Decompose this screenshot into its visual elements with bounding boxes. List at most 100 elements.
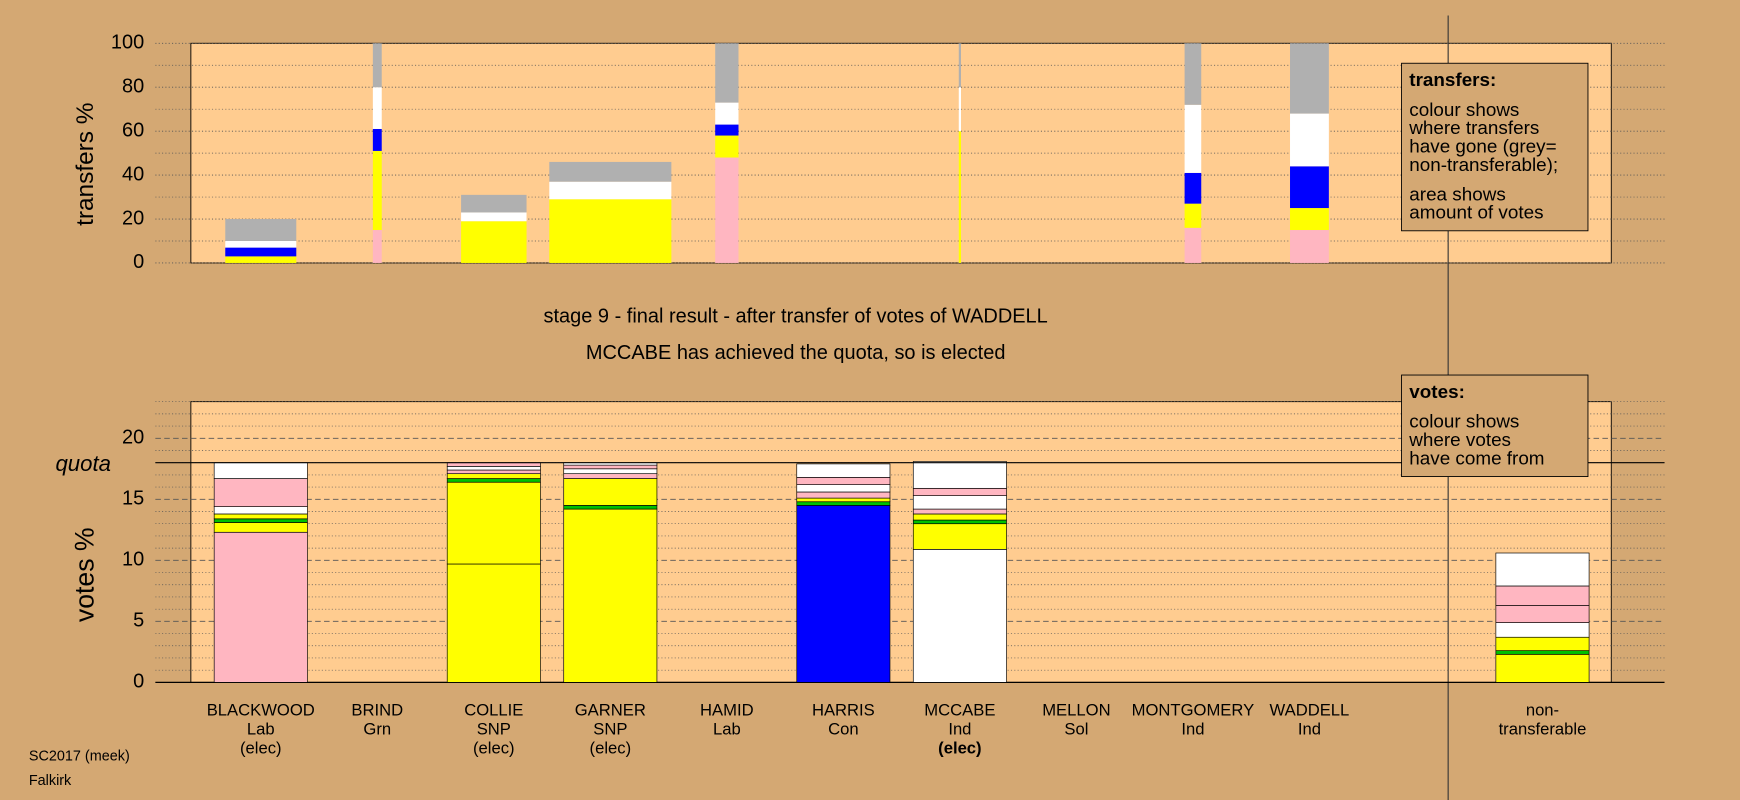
x-tick-label: Ind <box>1181 719 1204 738</box>
vote-segment <box>446 563 541 683</box>
vote-segment <box>213 462 308 479</box>
y-tick-label: 20 <box>122 207 144 229</box>
legend-box <box>1401 374 1589 478</box>
vote-segment <box>796 505 891 683</box>
vote-segment <box>213 513 308 520</box>
transfer-segment <box>461 221 527 263</box>
legend-text: where transfers <box>1408 117 1539 138</box>
vote-segment <box>912 495 1007 510</box>
vote-segment <box>563 508 658 683</box>
x-tick-label: MELLON <box>1042 701 1110 720</box>
y-tick-label: 60 <box>122 119 144 141</box>
transfer-segment <box>372 128 382 151</box>
vote-segment <box>796 501 891 506</box>
vote-segment <box>912 549 1007 683</box>
x-tick-label: (elec) <box>473 738 515 757</box>
y-axis-label: votes % <box>70 527 100 622</box>
vote-segment <box>912 523 1007 550</box>
x-tick-label: SNP <box>593 719 627 738</box>
transfer-segment <box>549 181 672 200</box>
x-tick-label: Ind <box>948 719 971 738</box>
vote-segment <box>213 522 308 533</box>
legend-text: colour shows <box>1409 99 1519 120</box>
y-tick-label: 40 <box>122 163 144 185</box>
transfer-segment <box>1290 166 1329 209</box>
x-tick-label: non- <box>1526 701 1559 720</box>
x-tick-label: Ind <box>1298 719 1321 738</box>
transfer-segment <box>372 43 382 88</box>
x-tick-label: (elec) <box>240 738 282 757</box>
legend-text: amount of votes <box>1409 202 1543 223</box>
x-tick-label: (elec) <box>590 738 632 757</box>
transfer-segment <box>549 199 672 263</box>
vote-segment <box>446 473 541 479</box>
y-tick-label: 0 <box>133 671 144 693</box>
vote-segment <box>563 478 658 506</box>
transfer-segment <box>461 194 527 213</box>
legend-text: non-transferable); <box>1409 154 1558 175</box>
x-tick-label: MCCABE <box>924 701 995 720</box>
y-tick-label: 10 <box>122 549 144 571</box>
quota-label: quota <box>55 451 111 476</box>
vote-segment <box>1495 585 1590 606</box>
transfer-segment <box>715 124 739 136</box>
vote-segment <box>912 513 1007 521</box>
legend-title: votes: <box>1409 381 1465 402</box>
vote-segment <box>563 468 658 475</box>
transfer-segment <box>715 102 739 125</box>
transfer-segment <box>715 135 739 158</box>
vote-segment <box>213 478 308 507</box>
transfer-segment <box>372 230 382 263</box>
x-tick-label: Grn <box>363 719 391 738</box>
transfer-segment <box>461 212 527 222</box>
transfer-segment <box>225 256 297 263</box>
transfer-segment <box>372 150 382 231</box>
vote-segment <box>1495 636 1590 651</box>
chart-title: stage 9 - final result - after transfer … <box>544 306 1048 328</box>
x-tick-label: (elec) <box>938 738 981 757</box>
transfer-segment <box>549 161 672 182</box>
transfer-segment <box>1184 172 1202 204</box>
vote-segment <box>563 473 658 479</box>
transfer-segment <box>1290 230 1329 263</box>
x-tick-label: Lab <box>713 719 741 738</box>
legend-text: have gone (grey= <box>1409 136 1556 157</box>
vote-segment <box>912 487 1007 496</box>
y-tick-label: 100 <box>111 32 144 54</box>
legend-text: colour shows <box>1409 411 1519 432</box>
vote-segment <box>1495 622 1590 638</box>
vote-segment <box>912 508 1007 515</box>
y-axis-label: transfers % <box>72 103 99 226</box>
x-tick-label: GARNER <box>575 701 646 720</box>
vote-segment <box>912 461 1007 489</box>
y-tick-label: 15 <box>122 488 144 510</box>
vote-segment <box>796 463 891 478</box>
vote-segment <box>796 477 891 485</box>
legend-text: have come from <box>1409 447 1544 468</box>
x-tick-label: Sol <box>1064 719 1088 738</box>
vote-segment <box>1495 650 1590 655</box>
vote-segment <box>446 481 541 565</box>
transfer-segment <box>225 219 297 241</box>
x-tick-label: transferable <box>1499 719 1587 738</box>
vote-segment <box>563 505 658 510</box>
y-tick-label: 20 <box>122 427 144 449</box>
vote-segment <box>1495 605 1590 623</box>
footer-text: Falkirk <box>29 773 72 789</box>
legend-text: where votes <box>1408 429 1511 450</box>
transfer-segment <box>1184 227 1202 263</box>
vote-segment <box>446 469 541 475</box>
y-tick-label: 80 <box>122 75 144 97</box>
vote-segment <box>1495 552 1590 587</box>
transfer-segment <box>958 131 961 263</box>
x-tick-label: HAMID <box>700 701 754 720</box>
transfer-segment <box>715 43 739 103</box>
x-tick-label: WADDELL <box>1270 701 1350 720</box>
vote-segment <box>213 506 308 515</box>
vote-segment <box>213 518 308 523</box>
transfer-segment <box>1184 104 1202 173</box>
transfer-segment <box>1184 43 1202 105</box>
transfer-segment <box>225 240 297 248</box>
